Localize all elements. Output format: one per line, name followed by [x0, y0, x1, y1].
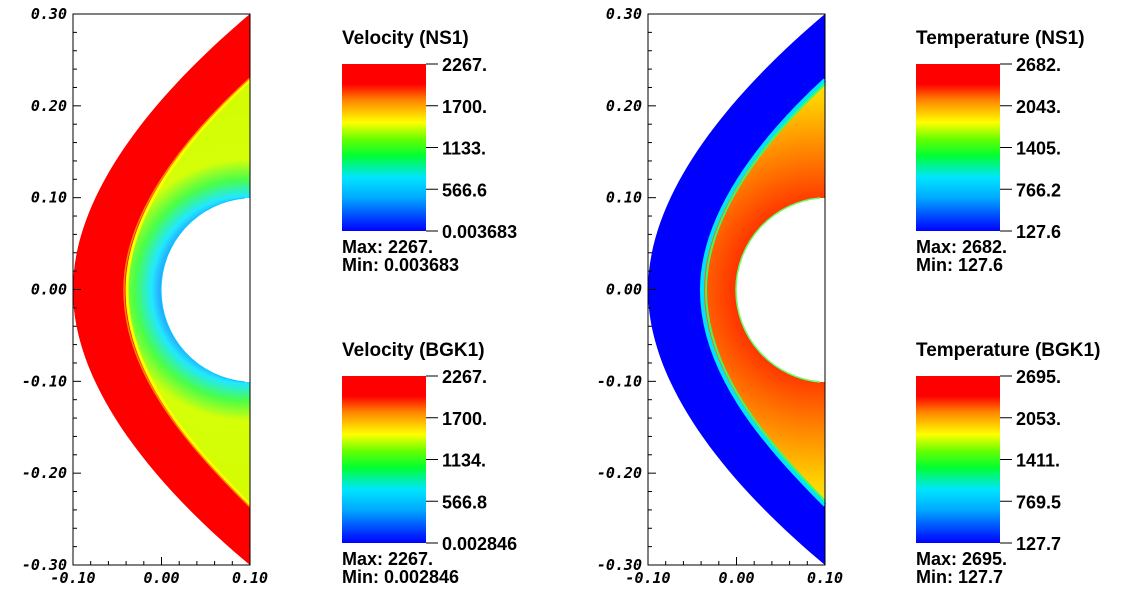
x-tick-label: 0.10 [232, 569, 268, 587]
colorbar-tick-label: 1134. [442, 451, 486, 471]
colorbar-title: Velocity (BGK1) [342, 340, 485, 361]
colorbar-tick-label: 2682. [1016, 55, 1061, 75]
y-tick-label: 0.00 [606, 281, 642, 299]
colorbar-tick-label: 2267. [442, 367, 487, 387]
colorbar-gradient [916, 376, 1000, 543]
shock-line [699, 78, 827, 507]
colorbar-tick-label: 1411. [1016, 451, 1060, 471]
x-tick-label: 0.00 [718, 569, 754, 587]
x-tick-label: -0.10 [50, 569, 95, 587]
colorbar-tick-label: 2053. [1016, 409, 1061, 429]
temperature-plot: 0.300.200.100.00-0.10-0.20-0.30-0.10 0.00… [597, 5, 843, 587]
colorbar-gradient [342, 376, 426, 543]
colorbar-tick-label: 127.6 [1016, 222, 1061, 242]
shock-edge [704, 83, 826, 502]
shock-edge [123, 77, 251, 508]
y-tick-label: -0.20 [22, 464, 67, 482]
x-tick-label: 0.00 [143, 569, 179, 587]
y-tick-label: -0.10 [597, 372, 642, 390]
post-shock-region-core [127, 80, 250, 505]
colorbar-gradient [342, 64, 426, 231]
cylinder-edge [160, 197, 246, 383]
y-tick-label: 0.20 [606, 97, 642, 115]
colorbar-tick-label: 769.5 [1016, 492, 1061, 512]
cylinder-body [160, 198, 250, 382]
colorbar-max: Max: 2267. [342, 549, 433, 569]
velocity-plot: 0.300.200.100.00-0.10-0.20-0.30-0.10 0.00… [22, 5, 268, 587]
colorbar: Velocity (NS1) 2267. 1700. 1133. 566.6 0.0036… [342, 28, 517, 275]
freestream-region [648, 14, 825, 565]
y-tick-label: -0.10 [22, 372, 67, 390]
x-tick-label: -0.10 [625, 569, 670, 587]
colorbar-tick-label: 127.7 [1016, 534, 1061, 554]
colorbar-tick-label: 566.6 [442, 180, 487, 200]
y-tick-label: 0.00 [31, 281, 67, 299]
colorbar-max: Max: 2682. [916, 237, 1007, 257]
colorbar: Temperature (BGK1) 2695. 2053. 1411. 769.5 12… [916, 340, 1100, 587]
colorbar-tick-label: 2695. [1016, 367, 1061, 387]
axes: 0.300.200.100.00-0.10-0.20-0.30-0.10 0.00… [597, 5, 843, 587]
colorbar-min: Min: 127.7 [916, 567, 1003, 587]
colorbar-min: Min: 0.003683 [342, 255, 459, 275]
y-tick-label: 0.20 [31, 97, 67, 115]
colorbar-tick-label: 0.002846 [442, 534, 517, 554]
colorbar-title: Temperature (NS1) [916, 28, 1085, 49]
colorbar-tick-label: 766.2 [1016, 180, 1061, 200]
y-tick-label: -0.20 [597, 464, 642, 482]
y-tick-label: -0.30 [597, 556, 642, 574]
colorbar-tick-label: 1405. [1016, 139, 1061, 159]
colorbar-max: Max: 2695. [916, 549, 1007, 569]
colorbar-title: Velocity (NS1) [342, 28, 469, 49]
x-tick-label: 0.10 [807, 569, 843, 587]
colorbar-title: Temperature (BGK1) [916, 340, 1100, 361]
colorbar-max: Max: 2267. [342, 237, 433, 257]
y-tick-label: 0.30 [31, 5, 67, 23]
y-tick-label: 0.10 [606, 189, 642, 207]
colorbar-tick-label: 0.003683 [442, 222, 517, 242]
colorbar: Velocity (BGK1) 2267. 1700. 1134. 566.8 0.002… [342, 340, 517, 587]
colorbar-tick-label: 1133. [442, 139, 486, 159]
shock-line [125, 78, 252, 507]
y-tick-label: -0.30 [22, 556, 67, 574]
y-tick-label: 0.10 [31, 189, 67, 207]
axes: 0.300.200.100.00-0.10-0.20-0.30-0.10 0.00… [22, 5, 268, 587]
colorbar: Temperature (NS1) 2682. 2043. 1405. 766.2 127… [916, 28, 1085, 275]
colorbar-min: Min: 0.002846 [342, 567, 459, 587]
cylinder-body [735, 198, 825, 382]
colorbar-tick-label: 2043. [1016, 97, 1061, 117]
colorbar-tick-label: 1700. [442, 409, 487, 429]
colorbar-gradient [916, 64, 1000, 231]
cylinder-edge [735, 197, 821, 383]
colorbar-tick-label: 566.8 [442, 492, 487, 512]
colorbar-tick-label: 2267. [442, 55, 487, 75]
colorbars: Velocity (NS1) 2267. 1700. 1133. 566.6 0.0036… [342, 28, 1100, 587]
shock-layer-outer [73, 14, 250, 565]
y-tick-label: 0.30 [606, 5, 642, 23]
post-shock-region [702, 80, 825, 505]
colorbar-min: Min: 127.6 [916, 255, 1003, 275]
colorbar-tick-label: 1700. [442, 97, 487, 117]
